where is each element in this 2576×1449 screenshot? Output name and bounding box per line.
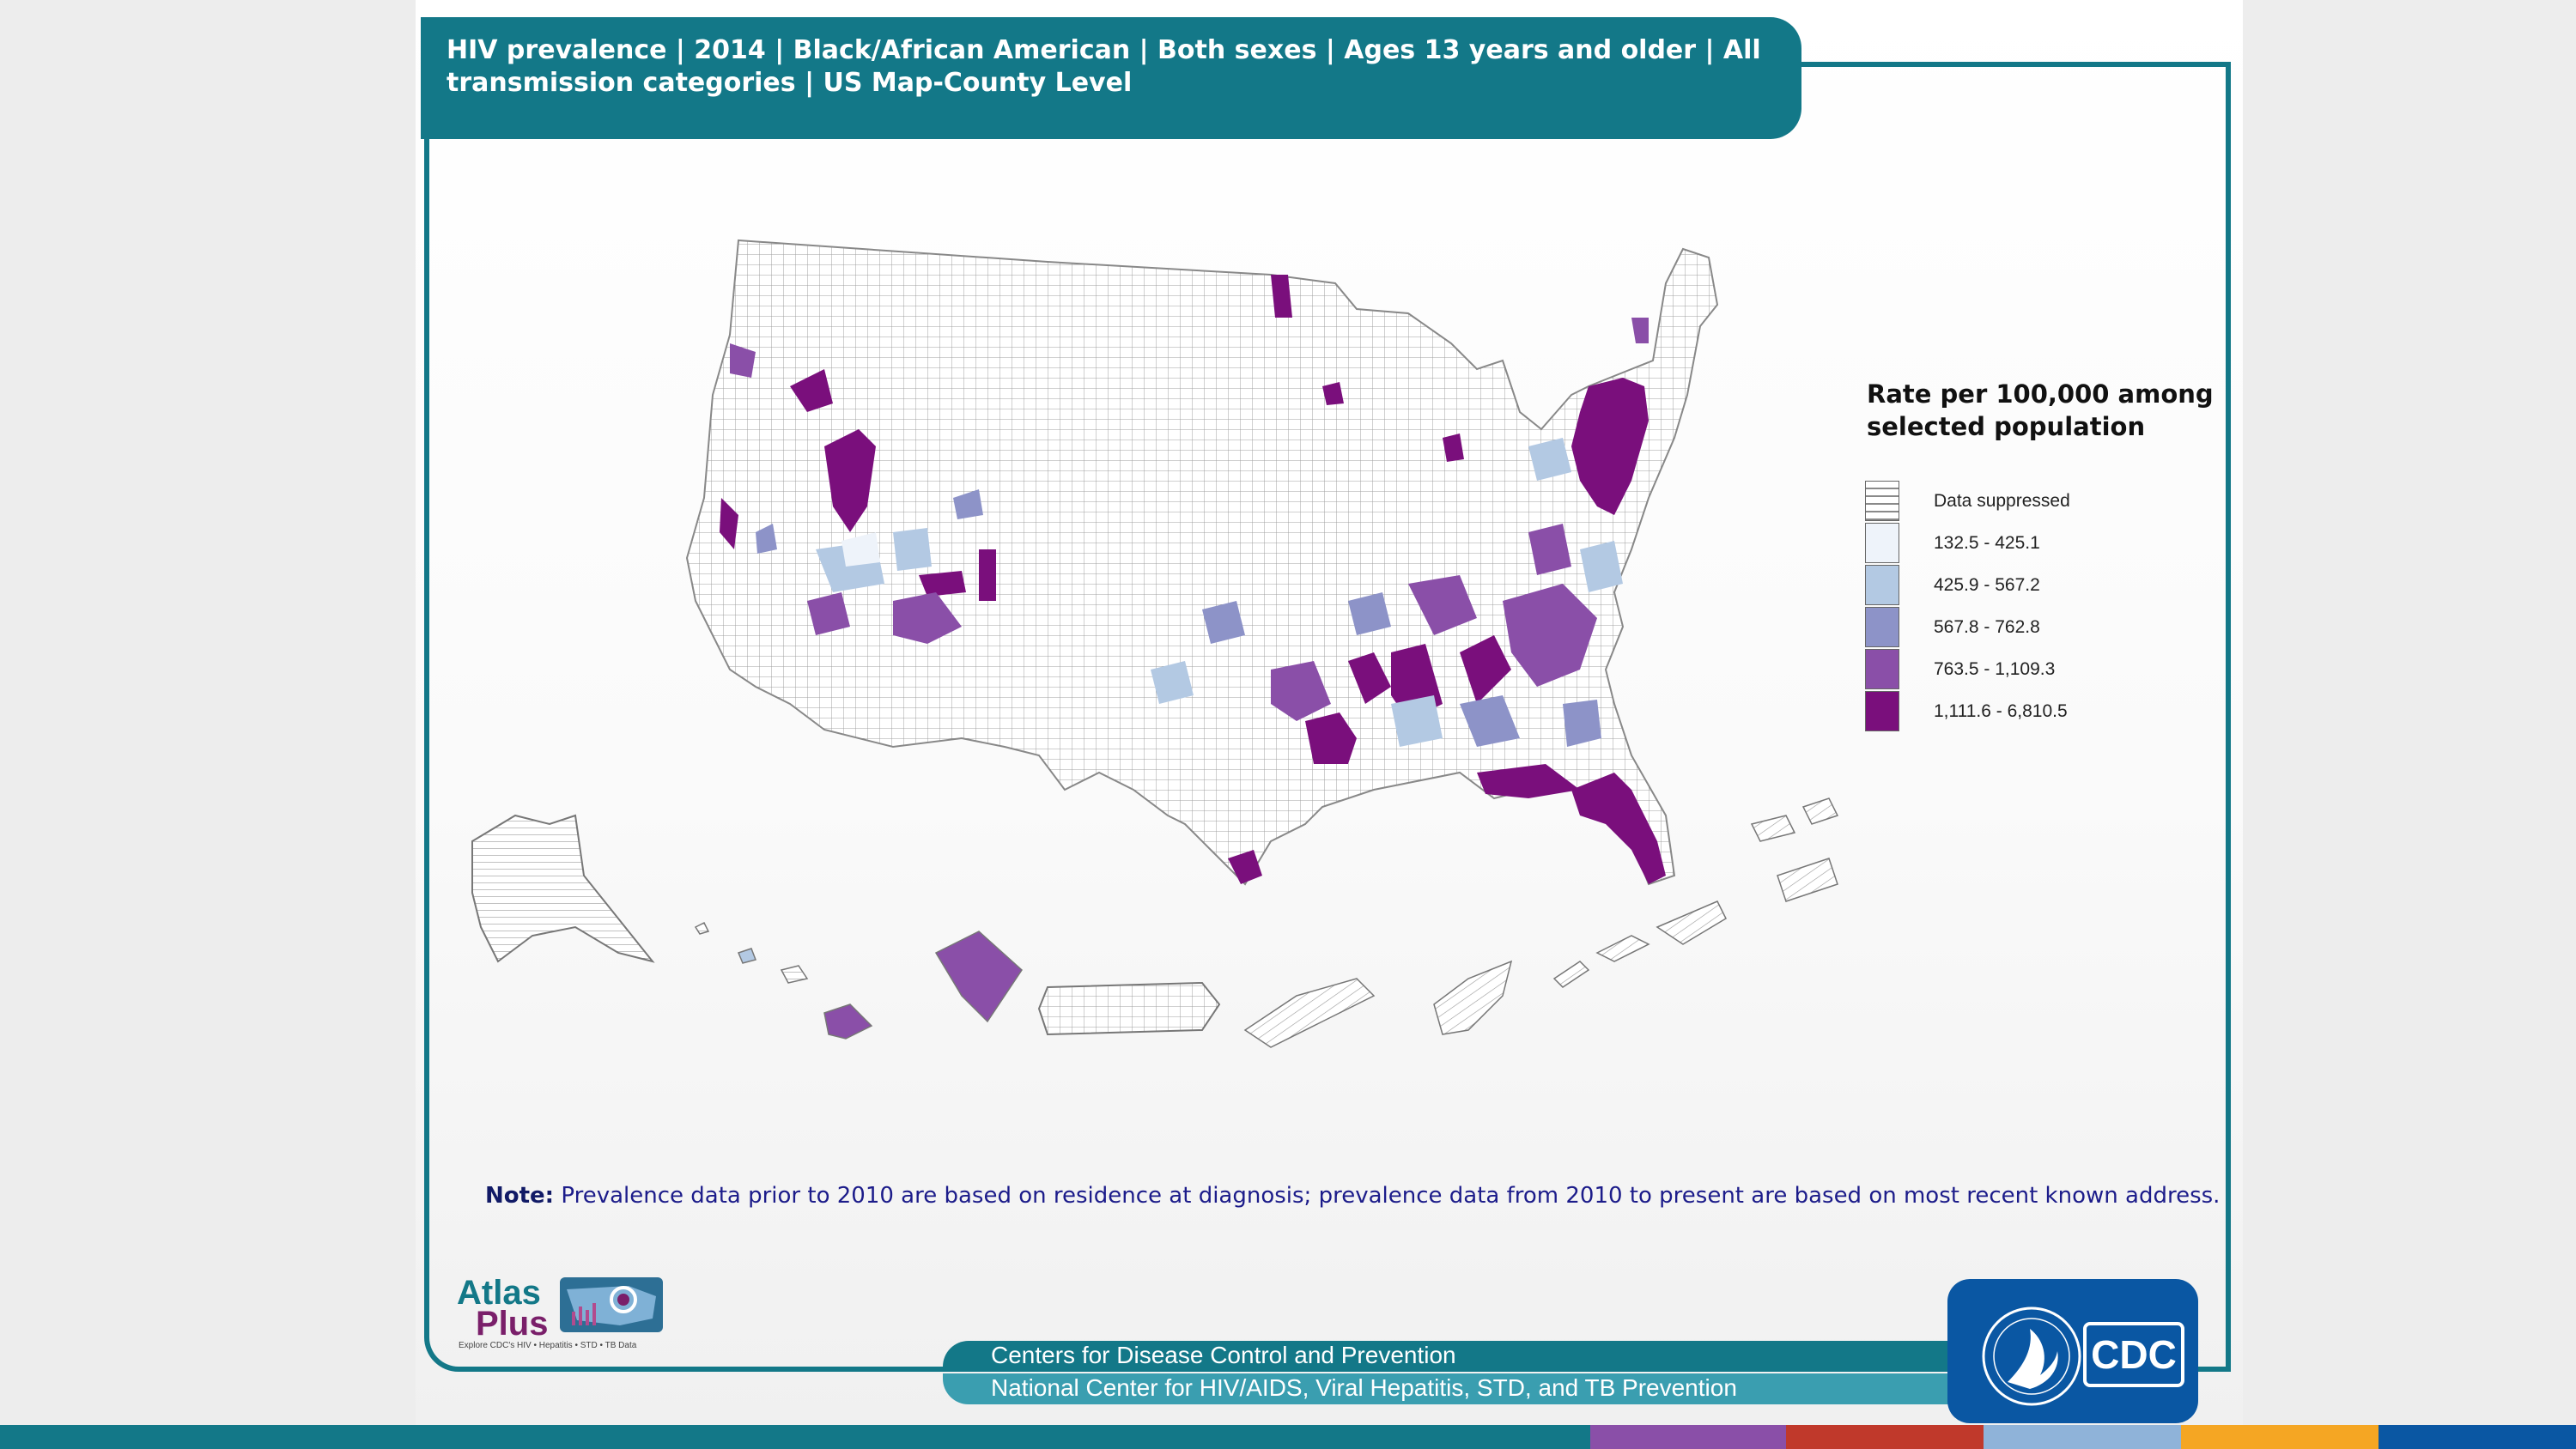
legend-swatch [1865, 607, 1899, 647]
atlas-map-icon [560, 1277, 663, 1332]
legend-item-3: 567.8 - 762.8 [1865, 607, 2208, 649]
dc-inset-shape [934, 931, 1023, 1023]
legend-swatch [1865, 649, 1899, 689]
bar-segment [2181, 1425, 2379, 1449]
prevalence-note: Note: Prevalence data prior to 2010 are … [485, 1183, 2220, 1209]
cdc-text: CDC [2091, 1332, 2177, 1377]
page-title: HIV prevalence | 2014 | Black/African Am… [447, 35, 1761, 98]
high-rate-counties [720, 275, 1666, 884]
low-rate-counties [841, 532, 880, 567]
territory-islands [1243, 797, 1839, 1048]
note-label: Note: [485, 1183, 555, 1209]
plus-word: Plus [476, 1305, 549, 1343]
us-county-map [471, 239, 1839, 1048]
atlas-tagline: Explore CDC's HIV • Hepatitis • STD • TB… [459, 1341, 637, 1350]
header-banner: HIV prevalence | 2014 | Black/African Am… [421, 17, 1801, 139]
bottom-color-bar [0, 1425, 2576, 1449]
legend-label: 425.9 - 567.2 [1934, 575, 2040, 595]
bar-segment [2379, 1425, 2576, 1449]
bar-segment [1786, 1425, 1984, 1449]
legend-swatch [1865, 691, 1899, 731]
legend-label: 1,111.6 - 6,810.5 [1934, 701, 2068, 721]
cdc-seal-icon: CDC [1982, 1307, 2184, 1406]
legend-swatch [1865, 523, 1899, 563]
legend-item-4: 763.5 - 1,109.3 [1865, 649, 2208, 691]
alaska-shape [471, 814, 655, 963]
legend-item-2: 425.9 - 567.2 [1865, 565, 2208, 607]
mid-rate-counties [756, 489, 1601, 747]
legend-label: 763.5 - 1,109.3 [1934, 659, 2056, 679]
legend-item-suppressed: Data suppressed [1865, 481, 2208, 523]
legend-label: Data suppressed [1934, 491, 2070, 511]
legend-label: 132.5 - 425.1 [1934, 533, 2040, 553]
legend-item-5: 1,111.6 - 6,810.5 [1865, 691, 2208, 733]
footer-line-2: National Center for HIV/AIDS, Viral Hepa… [943, 1373, 1956, 1404]
bar-segment [1590, 1425, 1786, 1449]
legend-swatch [1865, 565, 1899, 605]
hawaii-shape [694, 921, 873, 1040]
bar-segment [0, 1425, 1590, 1449]
atlas-word: Atlas [457, 1274, 541, 1312]
legend-item-1: 132.5 - 425.1 [1865, 523, 2208, 565]
note-text: Prevalence data prior to 2010 are based … [561, 1183, 2221, 1209]
bar-segment [1984, 1425, 2181, 1449]
puerto-rico-shape [1037, 981, 1221, 1036]
atlasplus-logo[interactable]: Atlas Plus Explore CDC's HIV • Hepatitis… [457, 1276, 671, 1353]
footer-band: Centers for Disease Control and Preventi… [943, 1341, 1956, 1404]
upper-mid-rate-counties [730, 318, 1649, 721]
cdc-name: Centers for Disease Control and Preventi… [991, 1342, 1456, 1368]
cdc-logo[interactable]: CDC [1947, 1279, 2198, 1423]
legend-label: 567.8 - 762.8 [1934, 617, 2040, 637]
center-name: National Center for HIV/AIDS, Viral Hepa… [991, 1374, 1737, 1401]
frame-top-edge [1795, 62, 2231, 67]
footer-line-1: Centers for Disease Control and Preventi… [943, 1341, 1956, 1370]
legend-title: Rate per 100,000 among selected populati… [1867, 379, 2214, 441]
legend-swatch [1865, 481, 1899, 521]
